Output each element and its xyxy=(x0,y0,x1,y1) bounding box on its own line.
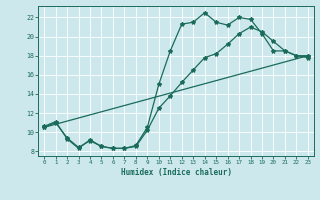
X-axis label: Humidex (Indice chaleur): Humidex (Indice chaleur) xyxy=(121,168,231,177)
